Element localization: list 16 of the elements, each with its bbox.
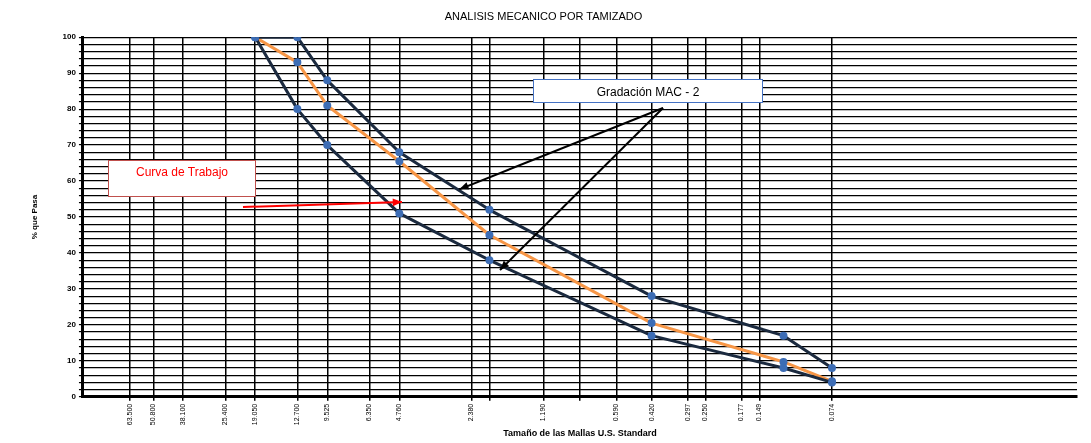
y-tick-label: 10: [67, 356, 77, 366]
y-tick-label: 30: [67, 284, 77, 294]
callout-box: Gradación MAC - 2: [533, 79, 763, 103]
y-tick-label: 100: [62, 32, 77, 42]
y-tick-label: 50: [67, 212, 77, 222]
y-tick-label: 20: [67, 320, 77, 330]
y-tick-label: 60: [67, 176, 77, 186]
y-tick-label: 90: [67, 68, 77, 78]
y-tick-label: 80: [67, 104, 77, 114]
y-tick-label: 0: [71, 391, 77, 401]
chart-title: ANALISIS MECANICO POR TAMIZADO: [444, 9, 643, 22]
y-tick-label: 70: [67, 140, 77, 150]
callout-box: Curva de Trabajo: [108, 160, 256, 197]
x-axis-title: Tamaño de las Mallas U.S. Standard: [503, 428, 657, 439]
y-tick-label: 40: [67, 248, 77, 258]
y-axis-title: % que Pasa: [30, 194, 39, 240]
